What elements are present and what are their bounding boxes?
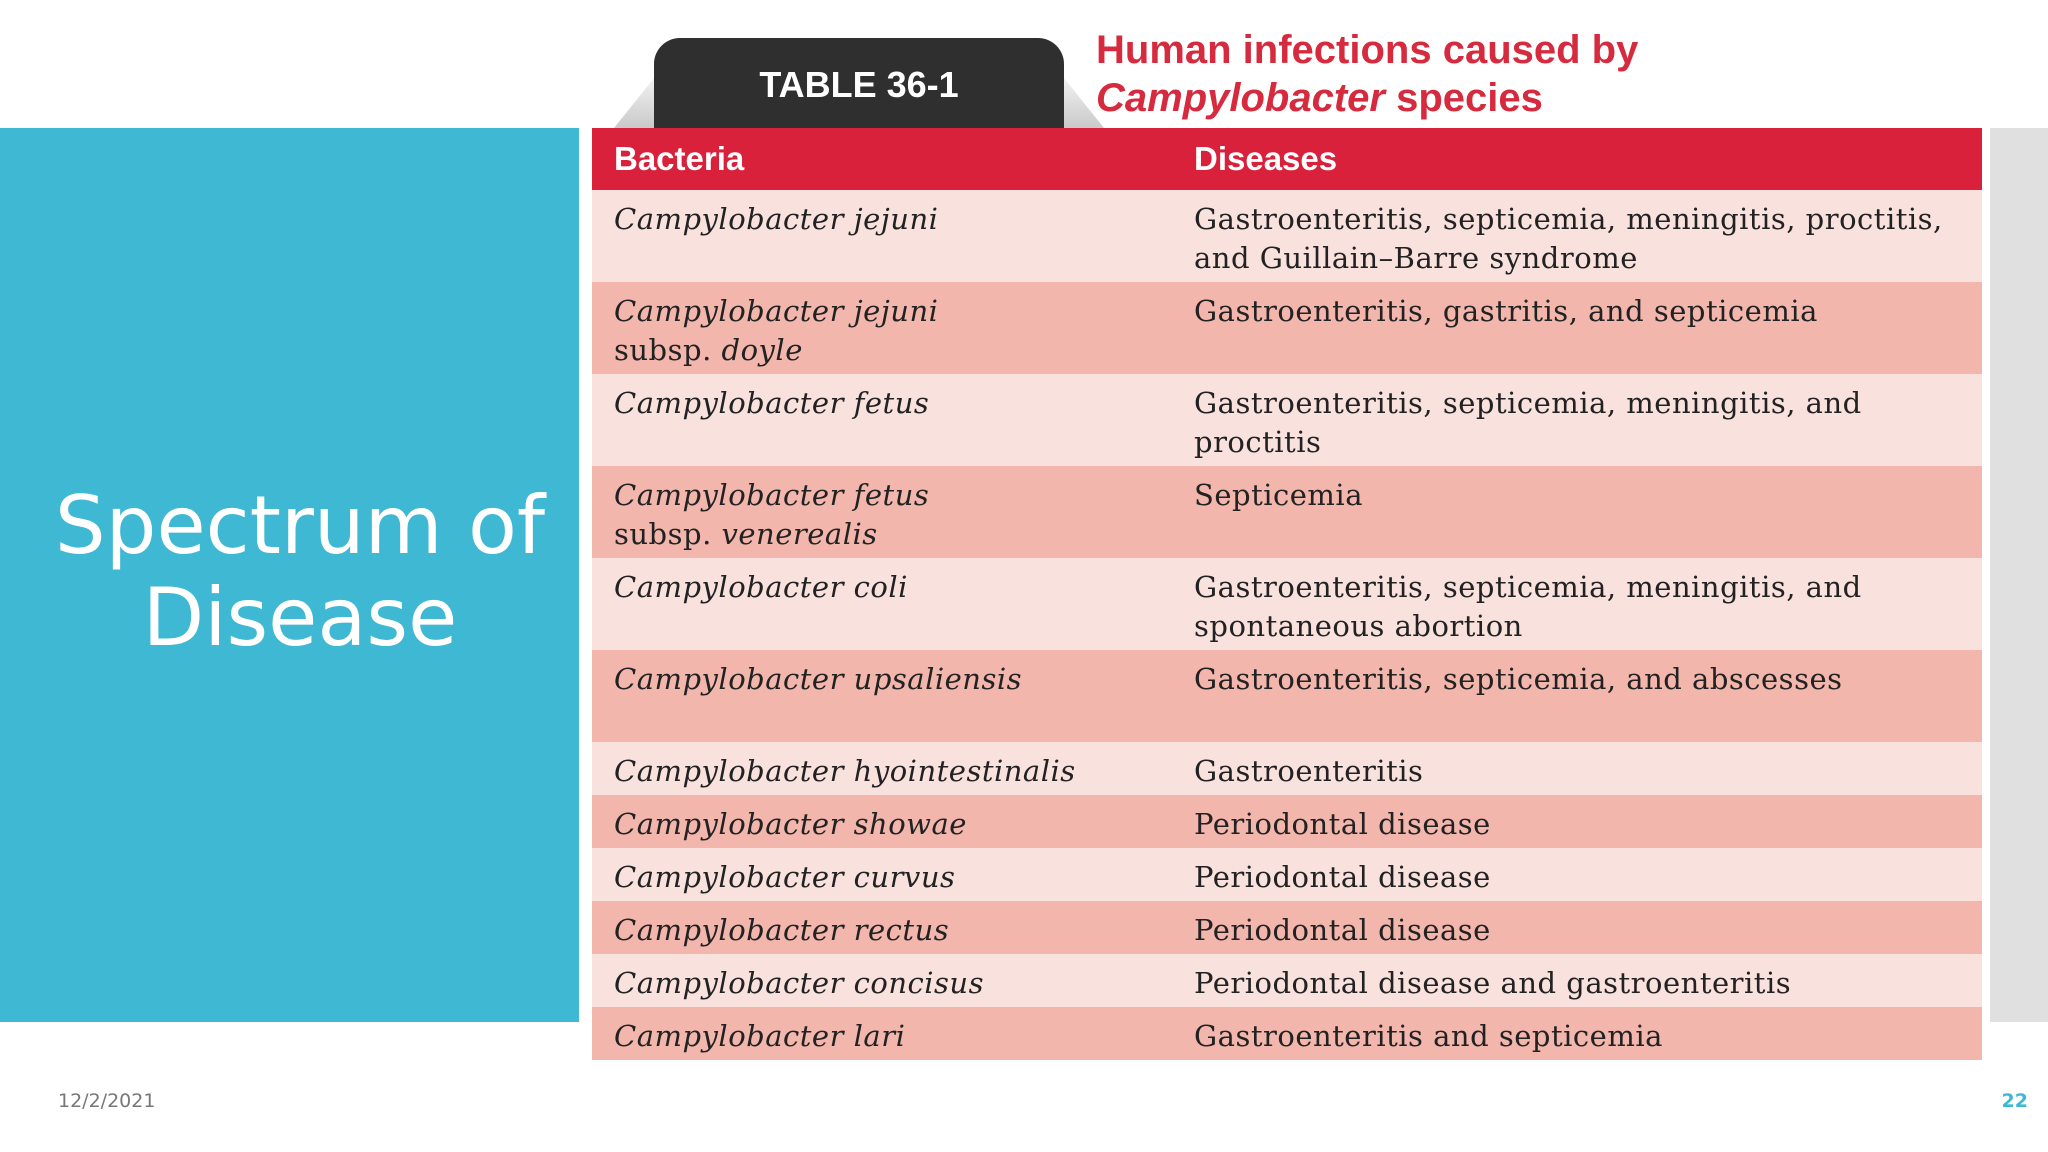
bacteria-name: Campylobacter fetus <box>614 478 930 512</box>
bacteria-cell: Campylobacter rectus <box>592 901 1172 954</box>
table-header-row: Bacteria Diseases <box>592 128 1982 190</box>
slide-title-line2: Disease <box>142 571 458 664</box>
diseases-cell: Gastroenteritis, septicemia, meningitis,… <box>1172 558 1982 650</box>
bacteria-cell: Campylobacter concisus <box>592 954 1172 1007</box>
subsp-name: venerealis <box>721 517 878 551</box>
diseases-cell: Gastroenteritis, septicemia, meningitis,… <box>1172 374 1982 466</box>
bacteria-cell: Campylobacter fetus subsp. venerealis <box>592 466 1172 558</box>
bacteria-name: Campylobacter concisus <box>614 966 984 1000</box>
bacteria-name: Campylobacter coli <box>614 570 908 604</box>
bacteria-cell: Campylobacter coli <box>592 558 1172 650</box>
bacteria-cell: Campylobacter curvus <box>592 848 1172 901</box>
diseases-cell: Gastroenteritis and septicemia <box>1172 1007 1982 1060</box>
diseases-cell: Gastroenteritis, gastritis, and septicem… <box>1172 282 1982 374</box>
bacteria-cell: Campylobacter showae <box>592 795 1172 848</box>
table-row: Campylobacter fetus Gastroenteritis, sep… <box>592 374 1982 466</box>
diseases-cell: Gastroenteritis, septicemia, meningitis,… <box>1172 190 1982 282</box>
bacteria-cell: Campylobacter hyointestinalis <box>592 742 1172 795</box>
table-row: Campylobacter rectus Periodontal disease <box>592 901 1982 954</box>
table-row: Campylobacter curvus Periodontal disease <box>592 848 1982 901</box>
right-decor-strip <box>1990 128 2048 1022</box>
subsp-name: doyle <box>721 333 803 367</box>
bacteria-cell: Campylobacter jejuni subsp. doyle <box>592 282 1172 374</box>
diseases-cell: Gastroenteritis <box>1172 742 1982 795</box>
table-row: Campylobacter lari Gastroenteritis and s… <box>592 1007 1982 1060</box>
bacteria-cell: Campylobacter upsaliensis <box>592 650 1172 742</box>
bacteria-name: Campylobacter jejuni <box>614 294 939 328</box>
bacteria-name: Campylobacter lari <box>614 1019 906 1053</box>
bacteria-cell: Campylobacter lari <box>592 1007 1172 1060</box>
caption-suffix: species <box>1384 76 1543 120</box>
slide-title: Spectrum of Disease <box>0 480 600 664</box>
bacteria-name: Campylobacter curvus <box>614 860 956 894</box>
subsp-prefix: subsp. <box>614 333 712 367</box>
disease-table-container: Bacteria Diseases Campylobacter jejuni G… <box>592 128 1982 1060</box>
diseases-cell: Periodontal disease <box>1172 795 1982 848</box>
table-row: Campylobacter showae Periodontal disease <box>592 795 1982 848</box>
page-number: 22 <box>2001 1090 2028 1112</box>
bacteria-name: Campylobacter showae <box>614 807 967 841</box>
table-caption: Human infections caused by Campylobacter… <box>1096 26 1638 122</box>
table-row: Campylobacter hyointestinalis Gastroente… <box>592 742 1982 795</box>
table-row: Campylobacter concisus Periodontal disea… <box>592 954 1982 1007</box>
bacteria-name: Campylobacter jejuni <box>614 202 939 236</box>
footer-date: 12/2/2021 <box>58 1090 156 1112</box>
diseases-cell: Periodontal disease and gastroenteritis <box>1172 954 1982 1007</box>
caption-line2: Campylobacter species <box>1096 74 1638 122</box>
table-row: Campylobacter upsaliensis Gastroenteriti… <box>592 650 1982 742</box>
table-row: Campylobacter jejuni subsp. doyle Gastroe… <box>592 282 1982 374</box>
bacteria-name: Campylobacter rectus <box>614 913 950 947</box>
caption-line1: Human infections caused by <box>1096 28 1639 72</box>
subsp-prefix: subsp. <box>614 517 712 551</box>
bacteria-cell: Campylobacter fetus <box>592 374 1172 466</box>
table-tab-label: TABLE 36-1 <box>654 38 1064 128</box>
bacteria-name: Campylobacter upsaliensis <box>614 662 1022 696</box>
diseases-cell: Septicemia <box>1172 466 1982 558</box>
header-diseases: Diseases <box>1172 128 1982 190</box>
bacteria-name: Campylobacter hyointestinalis <box>614 754 1076 788</box>
diseases-cell: Periodontal disease <box>1172 848 1982 901</box>
diseases-cell: Periodontal disease <box>1172 901 1982 954</box>
disease-table: Bacteria Diseases Campylobacter jejuni G… <box>592 128 1982 1060</box>
caption-genus: Campylobacter <box>1096 76 1385 120</box>
bacteria-cell: Campylobacter jejuni <box>592 190 1172 282</box>
table-row: Campylobacter coli Gastroenteritis, sept… <box>592 558 1982 650</box>
bacteria-name: Campylobacter fetus <box>614 386 930 420</box>
slide-title-line1: Spectrum of <box>54 479 546 572</box>
header-bacteria: Bacteria <box>592 128 1172 190</box>
table-row: Campylobacter fetus subsp. venerealis Sep… <box>592 466 1982 558</box>
table-row: Campylobacter jejuni Gastroenteritis, se… <box>592 190 1982 282</box>
diseases-cell: Gastroenteritis, septicemia, and abscess… <box>1172 650 1982 742</box>
title-panel <box>0 128 579 1022</box>
